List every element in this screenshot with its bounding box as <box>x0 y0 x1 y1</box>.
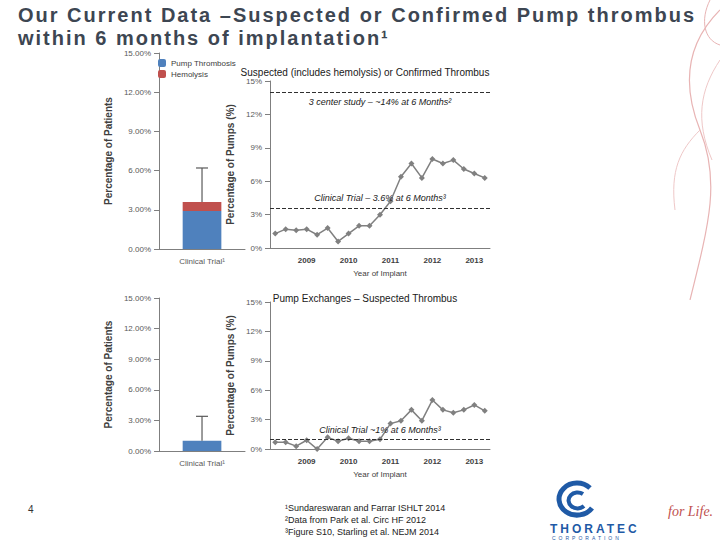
svg-text:Pump Thrombosis: Pump Thrombosis <box>171 59 236 68</box>
svg-text:9%: 9% <box>250 143 262 152</box>
svg-text:0%: 0% <box>250 244 262 253</box>
svg-text:15.00%: 15.00% <box>124 294 151 303</box>
svg-text:Percentage of Patients: Percentage of Patients <box>103 320 114 428</box>
svg-text:9.00%: 9.00% <box>128 127 151 136</box>
html-text:for Life.: for Life. <box>668 504 714 519</box>
svg-text:6%: 6% <box>250 177 262 186</box>
svg-text:Year of Implant: Year of Implant <box>353 269 407 278</box>
svg-text:2012: 2012 <box>423 256 441 265</box>
html-text:Our Current Data –Suspected or: Our Current Data –Suspected or Confirmed… <box>18 4 697 49</box>
svg-text:0%: 0% <box>250 445 262 454</box>
html-text:¹Sundareswaran and Farrar ISHL: ¹Sundareswaran and Farrar ISHLT 2014 <box>285 503 446 513</box>
html-text:CORPORATION: CORPORATION <box>552 535 622 540</box>
svg-text:2009: 2009 <box>298 457 316 466</box>
svg-text:15%: 15% <box>246 77 262 86</box>
html-text:4: 4 <box>28 504 34 515</box>
svg-text:15%: 15% <box>246 298 262 307</box>
html-text:²Data from Park et al. Circ HF: ²Data from Park et al. Circ HF 2012 <box>285 515 426 525</box>
svg-text:Suspected (includes hemolysis): Suspected (includes hemolysis) or Confir… <box>241 67 490 78</box>
svg-text:9%: 9% <box>250 356 262 365</box>
svg-text:6%: 6% <box>250 386 262 395</box>
svg-text:2010: 2010 <box>340 457 358 466</box>
svg-text:3%: 3% <box>250 210 262 219</box>
svg-text:12%: 12% <box>246 110 262 119</box>
svg-text:Clinical Trial ~1% at 6 Months: Clinical Trial ~1% at 6 Months³ <box>319 425 442 435</box>
svg-text:0.00%: 0.00% <box>128 447 151 456</box>
svg-text:2010: 2010 <box>340 256 358 265</box>
svg-text:3%: 3% <box>250 415 262 424</box>
svg-text:6.00%: 6.00% <box>128 385 151 394</box>
svg-text:12.00%: 12.00% <box>124 324 151 333</box>
svg-text:6.00%: 6.00% <box>128 166 151 175</box>
svg-text:Year of Implant: Year of Implant <box>353 470 407 479</box>
svg-text:2011: 2011 <box>382 256 400 265</box>
svg-text:0.00%: 0.00% <box>128 245 151 254</box>
svg-text:2011: 2011 <box>382 457 400 466</box>
svg-text:Clinical Trial – 3.6% at 6 Mon: Clinical Trial – 3.6% at 6 Months³ <box>314 193 446 203</box>
svg-text:2012: 2012 <box>423 457 441 466</box>
svg-text:12%: 12% <box>246 327 262 336</box>
svg-text:2013: 2013 <box>465 457 483 466</box>
svg-text:3 center study – ~14% at 6 Mon: 3 center study – ~14% at 6 Months² <box>309 97 452 107</box>
svg-text:12.00%: 12.00% <box>124 88 151 97</box>
svg-text:3.00%: 3.00% <box>128 416 151 425</box>
svg-text:3.00%: 3.00% <box>128 205 151 214</box>
svg-text:Pump Exchanges – Suspected Thr: Pump Exchanges – Suspected Thrombus <box>273 293 457 304</box>
html-text:³Figure S10, Starling et al. N: ³Figure S10, Starling et al. NEJM 2014 <box>285 527 440 537</box>
svg-text:9.00%: 9.00% <box>128 355 151 364</box>
svg-text:Percentage of Pumps (%): Percentage of Pumps (%) <box>225 104 236 225</box>
svg-text:15.00%: 15.00% <box>124 49 151 58</box>
svg-text:Percentage of Pumps (%): Percentage of Pumps (%) <box>225 315 236 436</box>
svg-text:2009: 2009 <box>298 256 316 265</box>
svg-text:2013: 2013 <box>465 256 483 265</box>
html-text:THORATEC: THORATEC <box>550 522 640 536</box>
svg-text:Hemolysis: Hemolysis <box>171 70 208 79</box>
svg-text:Clinical Trial¹: Clinical Trial¹ <box>179 459 225 468</box>
svg-text:Percentage of Patients: Percentage of Patients <box>103 97 114 205</box>
svg-text:Clinical Trial¹: Clinical Trial¹ <box>179 257 225 266</box>
